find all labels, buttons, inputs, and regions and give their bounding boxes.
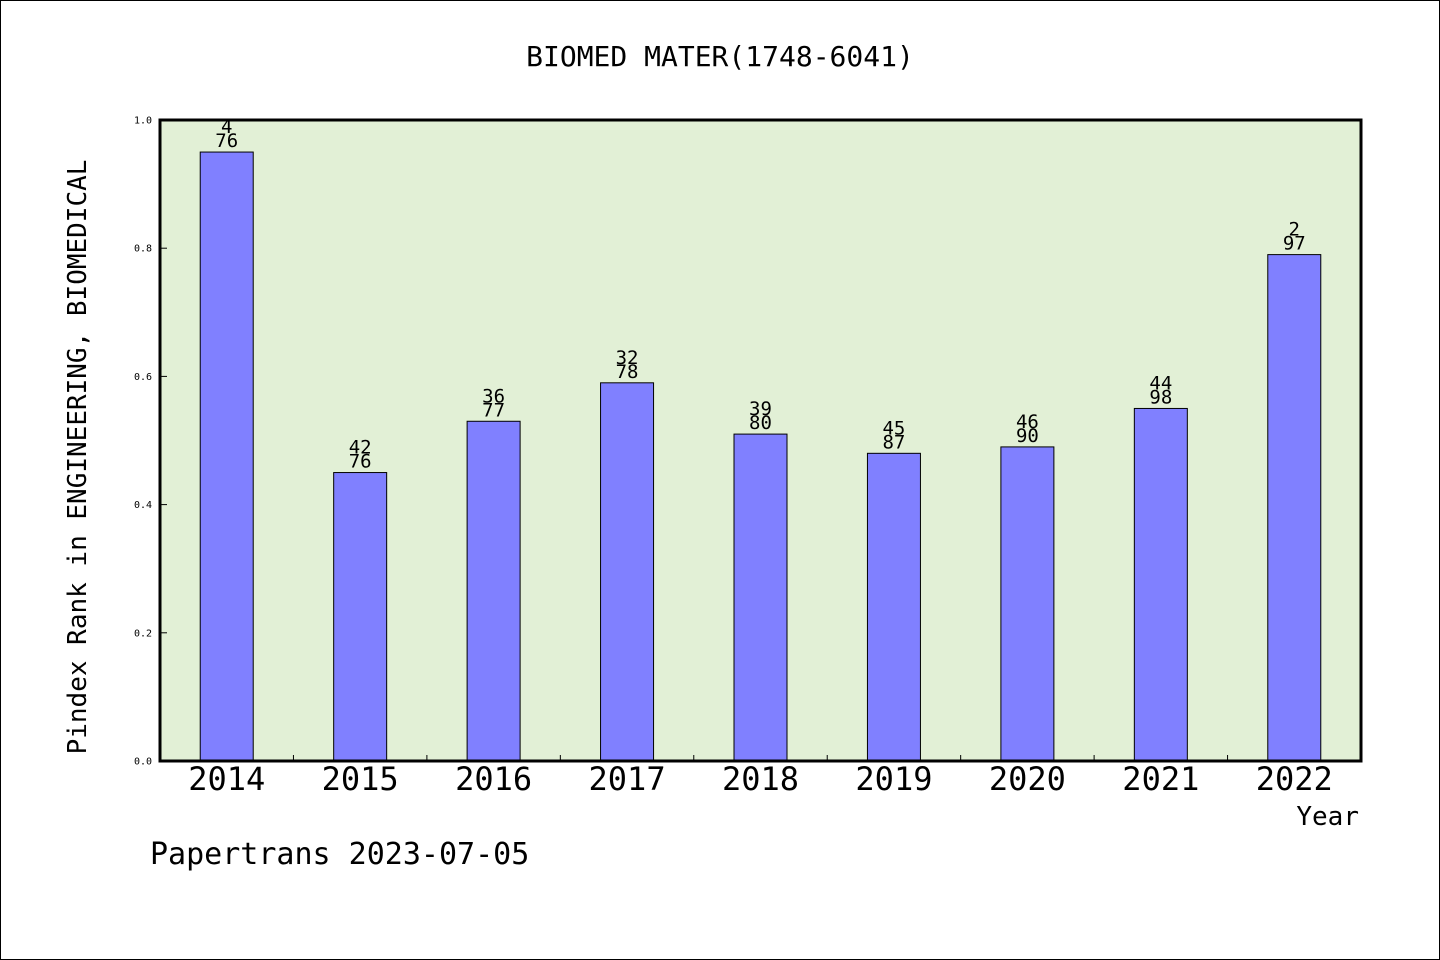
x-axis-ticks: 2014 2015 2016 2017 2018 2019 2020 2021 2022 [188,755,1333,798]
bar-total-label: 76 [215,130,238,152]
bar-total-label: 98 [1149,386,1172,408]
bar-rank-label: 44 [1149,372,1172,394]
x-tick-label: 2014 [188,760,265,798]
y-axis-title: Pindex Rank in ENGINEERING, BIOMEDICAL [63,160,93,755]
bar-rank-label: 4 [221,116,232,138]
bar-2017 [600,382,655,762]
bar-rank-label: 2 [1289,219,1300,241]
bar-rank-label: 42 [349,437,372,459]
y-tick-label: 1.0 [134,116,152,127]
x-tick-label: 2015 [322,760,399,798]
chart-title: BIOMED MATER(1748-6041) [526,40,914,73]
bar-rank-label: 45 [882,417,905,439]
bar-rank-label: 46 [1016,411,1039,433]
bar-total-label: 80 [749,412,772,434]
y-tick-label: 0.0 [134,757,152,768]
y-tick-label: 0.6 [134,372,152,383]
bar-total-label: 78 [616,361,639,383]
bar-total-label: 77 [482,399,505,421]
bar-rank-label: 36 [482,385,505,407]
bar-2022 [1267,254,1322,762]
x-tick-label: 2017 [589,760,666,798]
x-tick-label: 2020 [989,760,1066,798]
x-tick-label: 2019 [855,760,932,798]
bars [199,151,1322,762]
footer-source: Papertrans 2023-07-05 [150,837,529,872]
bar-total-label: 90 [1016,425,1039,447]
bar-total-label: 76 [349,451,372,473]
bar-total-label: 87 [882,431,905,453]
y-tick-label: 0.4 [134,500,152,511]
plot-border [158,118,1363,763]
bar-2014 [199,151,254,762]
bar-rank-label: 32 [616,347,639,369]
bar-total-label: 97 [1283,233,1306,255]
x-tick-label: 2021 [1122,760,1199,798]
bar-2021 [1133,407,1188,762]
y-tick-label: 0.8 [134,244,152,255]
x-tick-label: 2016 [455,760,532,798]
x-tick-label: 2022 [1256,760,1333,798]
bar-rank-label: 39 [749,398,772,420]
x-axis-title: Year [1296,802,1359,832]
bar-2015 [333,472,388,762]
bar-2020 [1000,446,1055,762]
bar-2016 [466,420,521,762]
bar-2019 [866,452,921,762]
bar-2018 [733,433,788,762]
y-tick-label: 0.2 [134,628,152,639]
x-tick-label: 2018 [722,760,799,798]
